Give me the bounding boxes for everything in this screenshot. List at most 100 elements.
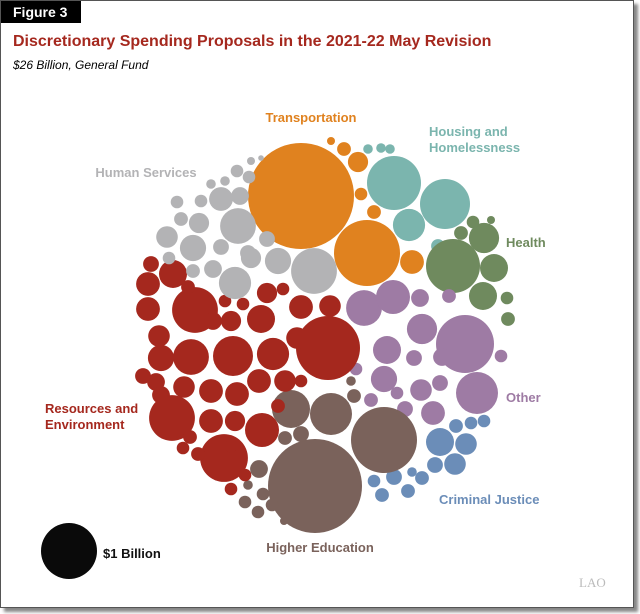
bubble-human-services <box>258 155 264 161</box>
lao-logo: LAO <box>579 575 606 590</box>
bubble-transportation <box>327 137 335 145</box>
bubble-resources-and-environment <box>256 282 278 304</box>
bubble-transportation <box>337 142 351 156</box>
bubble-resources-and-environment <box>238 468 252 482</box>
bubble-other <box>376 280 410 314</box>
bubble-higher-education <box>265 498 279 512</box>
bubble-transportation <box>400 250 424 274</box>
bubble-other <box>421 401 445 425</box>
bubble-housing-and-homelessness <box>363 144 373 154</box>
bubble-other <box>373 336 401 364</box>
bubble-human-services <box>218 266 252 300</box>
bubble-other <box>346 290 382 326</box>
bubble-resources-and-environment <box>191 447 205 461</box>
bubble-higher-education <box>251 505 265 519</box>
bubble-other <box>432 375 448 391</box>
bubble-human-services <box>174 212 188 226</box>
bubble-resources-and-environment <box>218 294 232 308</box>
bubble-human-services <box>259 231 275 247</box>
bubble-criminal-justice <box>386 469 402 485</box>
size-legend-bubble <box>41 523 97 579</box>
category-label: Resources and <box>45 401 138 416</box>
bubble-transportation <box>334 220 400 286</box>
bubble-higher-education <box>250 460 268 478</box>
bubble-resources-and-environment <box>147 344 175 372</box>
bubble-criminal-justice <box>444 453 466 475</box>
bubble-higher-education <box>272 390 310 428</box>
bubble-health <box>468 222 500 254</box>
bubble-other <box>370 365 398 393</box>
bubble-resources-and-environment <box>256 337 290 371</box>
bubble-housing-and-homelessness <box>385 144 395 154</box>
bubble-human-services <box>170 195 184 209</box>
bubble-resources-and-environment <box>159 260 187 288</box>
bubble-other <box>411 289 429 307</box>
bubble-health <box>454 226 468 240</box>
bubble-health <box>487 216 495 224</box>
category-label: Transportation <box>265 110 356 125</box>
category-label: Higher Education <box>266 540 374 555</box>
bubble-other <box>410 379 432 401</box>
bubble-resources-and-environment <box>296 316 360 380</box>
bubble-higher-education <box>278 431 292 445</box>
bubble-resources-and-environment <box>225 382 249 406</box>
category-label: Housing and <box>429 124 508 139</box>
bubble-housing-and-homelessness <box>376 143 386 153</box>
bubble-criminal-justice <box>407 467 417 477</box>
bubble-other <box>494 349 508 363</box>
bubble-criminal-justice <box>415 471 429 485</box>
bubble-higher-education <box>243 480 253 490</box>
bubble-resources-and-environment <box>224 410 246 432</box>
bubble-health <box>469 282 497 310</box>
bubble-transportation <box>354 187 368 201</box>
bubble-criminal-justice <box>367 474 381 488</box>
bubble-higher-education <box>346 376 356 386</box>
bubble-resources-and-environment <box>294 374 308 388</box>
category-label: Human Services <box>95 165 196 180</box>
bubble-human-services <box>209 187 233 211</box>
bubble-human-services <box>264 247 292 275</box>
bubble-criminal-justice <box>427 457 443 473</box>
bubble-transportation <box>367 205 381 219</box>
bubble-resources-and-environment <box>319 295 341 317</box>
bubble-criminal-justice <box>375 488 389 502</box>
bubble-higher-education <box>280 517 288 525</box>
bubble-resources-and-environment <box>247 305 275 333</box>
bubble-resources-and-environment <box>152 386 170 404</box>
bubble-resources-and-environment <box>181 280 195 294</box>
bubble-health <box>466 215 480 229</box>
bubble-human-services <box>220 208 256 244</box>
bubble-human-services <box>206 179 216 189</box>
bubble-resources-and-environment <box>224 439 238 453</box>
bubble-resources-and-environment <box>213 336 253 376</box>
bubble-human-services <box>162 251 176 265</box>
bubble-other <box>442 289 456 303</box>
bubble-resources-and-environment <box>148 325 170 347</box>
bubble-resources-and-environment <box>199 379 223 403</box>
bubble-resources-and-environment <box>136 297 160 321</box>
bubble-housing-and-homelessness <box>367 156 421 210</box>
bubble-resources-and-environment <box>176 441 190 455</box>
bubble-resources-and-environment <box>276 282 290 296</box>
bubble-resources-and-environment <box>204 312 222 330</box>
bubble-resources-and-environment <box>183 430 197 444</box>
bubble-resources-and-environment <box>236 297 250 311</box>
bubble-other <box>364 393 378 407</box>
bubble-human-services <box>231 187 249 205</box>
bubble-other <box>406 350 422 366</box>
bubble-transportation <box>347 151 369 173</box>
category-label: Other <box>506 390 541 405</box>
bubble-higher-education <box>351 407 417 473</box>
bubble-resources-and-environment <box>220 310 242 332</box>
bubble-higher-education <box>310 393 352 435</box>
bubble-resources-and-environment <box>136 272 160 296</box>
bubble-human-services <box>186 264 200 278</box>
chart-subtitle: $26 Billion, General Fund <box>13 58 149 72</box>
figure-label: Figure 3 <box>1 1 81 23</box>
bubble-resources-and-environment <box>224 482 238 496</box>
bubble-criminal-justice <box>426 428 454 456</box>
bubble-human-services <box>291 248 337 294</box>
bubble-human-services <box>194 194 208 208</box>
category-label: Homelessness <box>429 140 520 155</box>
